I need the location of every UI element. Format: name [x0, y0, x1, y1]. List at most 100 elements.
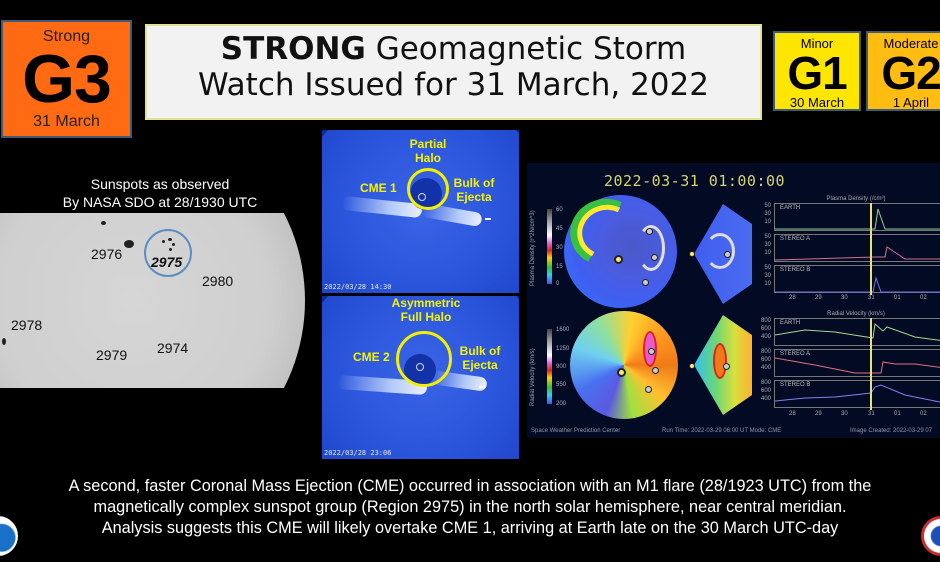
density-plot-earth: EARTH: [774, 203, 940, 231]
cme-front: [637, 225, 665, 271]
g1-date: 30 March: [789, 95, 845, 110]
current-time-marker: [870, 203, 872, 295]
star-icon: [485, 218, 491, 220]
y-tick: 30: [764, 242, 771, 248]
x-tick: 30: [841, 295, 848, 301]
cbar-tick: 550: [556, 382, 567, 388]
sun-position-icon: [418, 193, 426, 201]
x-tick: 30: [841, 411, 848, 417]
x-tick: 02: [920, 411, 927, 417]
sun-position-icon: [416, 363, 424, 371]
y-tick: 400: [760, 396, 771, 402]
footer-run-time: Run Time: 2022-03-29 06:00 UT Mode: CME: [662, 428, 782, 434]
star-icon: [479, 386, 485, 388]
y-tick: 50: [764, 203, 771, 209]
sunspot-image: 2976 2975 2980 2978 2979 2974: [0, 213, 308, 388]
y-tick: 600: [760, 357, 771, 363]
g3-level: G3: [22, 41, 112, 117]
description-text: A second, faster Coronal Mass Ejection (…: [0, 476, 940, 539]
y-tick: 10: [764, 219, 771, 225]
y-tick: 30: [764, 211, 771, 217]
coronagraph-timestamp: 2022/03/28 23:06: [324, 449, 392, 457]
cme1-label: CME 1: [360, 181, 397, 195]
y-tick: 10: [764, 281, 771, 287]
x-tick: 29: [815, 411, 822, 417]
cbar-tick: 1250: [556, 346, 570, 352]
sunspot-dot: [124, 240, 134, 248]
density-colorbar-title: Plasma Density (r^2N/cm^3): [530, 210, 536, 286]
sunspot-caption: Sunspots as observed By NASA SDO at 28/1…: [0, 175, 320, 211]
halo-label: Asymmetric Full Halo: [384, 296, 468, 324]
y-tick: 800: [760, 380, 771, 386]
y-tick: 10: [764, 250, 771, 256]
footer-swpc: Space Weather Prediction Center: [531, 428, 621, 434]
g2-storm-badge: Moderate G2 1 April: [866, 31, 940, 111]
region-label-2975: 2975: [151, 254, 183, 270]
cme2-label: CME 2: [353, 350, 390, 364]
halo-label-line2: Full Halo: [400, 310, 452, 324]
earth-marker: [723, 363, 730, 370]
sunspot-dot: [101, 221, 106, 225]
model-timestamp: 2022-03-31 01:00:00: [603, 172, 786, 190]
region-label-2976: 2976: [91, 246, 123, 262]
sunspot-caption-line2: By NASA SDO at 28/1930 UTC: [62, 194, 258, 210]
y-tick: 50: [764, 265, 771, 271]
footer-image-created: Image Created: 2022-03-29 07: [850, 428, 933, 434]
cbar-tick: 45: [556, 226, 563, 232]
y-tick: 800: [760, 318, 771, 324]
y-tick: 400: [760, 365, 771, 371]
sunspot-caption-line1: Sunspots as observed: [90, 176, 230, 192]
halo-circle: [407, 168, 449, 210]
x-tick: 01: [894, 295, 901, 301]
bulk-label-line2: Ejecta: [456, 190, 492, 204]
halo-label-line2: Halo: [414, 151, 441, 165]
x-tick: 02: [920, 295, 927, 301]
velocity-plot-stereo-b: STEREO B: [774, 380, 940, 408]
velocity-plot-title: Radial Velocity (km/s): [827, 311, 885, 317]
region-label-2979: 2979: [96, 347, 128, 363]
region-label-2978: 2978: [11, 317, 43, 333]
g3-date: 31 March: [33, 113, 100, 130]
density-stereo-b-line: [775, 276, 940, 293]
stereo-a-marker: [648, 348, 655, 355]
velocity-colorbar-title: Radial Velocity (km/s): [530, 348, 536, 406]
bulk-ejecta-label: Bulk of Ejecta: [448, 176, 500, 204]
density-plot-stereo-b: STEREO B: [774, 265, 940, 293]
g2-severity: Moderate: [883, 36, 939, 51]
current-time-marker: [870, 318, 872, 410]
density-plot-stereo-a: STEREO A: [774, 234, 940, 262]
x-tick: 28: [789, 295, 796, 301]
cbar-tick: 0: [556, 281, 560, 287]
x-tick: 29: [815, 295, 822, 301]
description-line1: A second, faster Coronal Mass Ejection (…: [68, 477, 872, 495]
panel-label: STEREO B: [780, 382, 811, 388]
density-colorbar: [547, 209, 552, 284]
velocity-plot-stereo-a: STEREO A: [774, 349, 940, 377]
density-stereo-a-line: [775, 246, 940, 261]
velocity-earth-line: [775, 323, 940, 341]
bulk-label-line1: Bulk of: [453, 176, 495, 190]
panel-label: EARTH: [780, 205, 801, 211]
y-tick: 400: [760, 334, 771, 340]
enlil-model-panel: 2022-03-31 01:00:00 Plasma Density (r^2N…: [527, 163, 940, 438]
y-tick: 600: [760, 388, 771, 394]
bulk-ejecta-label: Bulk of Ejecta: [454, 344, 506, 372]
bulk-label-line1: Bulk of: [459, 344, 501, 358]
g3-storm-badge: Strong G3 31 March: [1, 20, 132, 138]
region-label-2980: 2980: [202, 273, 234, 289]
coronagraph-cme2: Asymmetric Full Halo CME 2 Bulk of Eject…: [322, 296, 519, 459]
panel-label: STEREO A: [780, 351, 811, 357]
cbar-tick: 30: [556, 245, 563, 251]
region-label-2974: 2974: [157, 340, 189, 356]
halo-label: Partial Halo: [398, 137, 458, 165]
bulk-label-line2: Ejecta: [462, 358, 498, 372]
halo-label-line1: Partial: [409, 137, 447, 151]
cme-velocity-front: [713, 343, 727, 379]
x-tick: 28: [789, 411, 796, 417]
g1-storm-badge: Minor G1 30 March: [773, 31, 861, 111]
headline-line1-rest: Geomagnetic Storm: [365, 31, 687, 67]
coronagraph-cme1: Partial Halo CME 1 Bulk of Ejecta 2022/0…: [322, 130, 519, 293]
sunspot-dot: [2, 338, 6, 345]
description-line2: magnetically complex sunspot group (Regi…: [93, 498, 847, 516]
velocity-stereo-b-line: [775, 384, 940, 403]
